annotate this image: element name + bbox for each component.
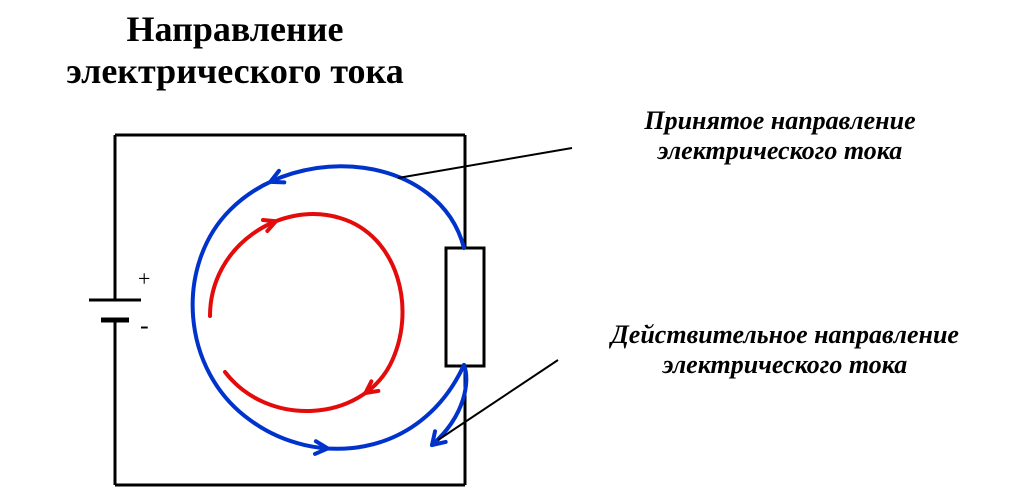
svg-text:-: - bbox=[140, 311, 149, 340]
diagram-canvas: Направление электрического тока Принятое… bbox=[0, 0, 1024, 503]
svg-text:+: + bbox=[138, 266, 150, 291]
circuit-diagram-svg: +- bbox=[0, 0, 1024, 503]
